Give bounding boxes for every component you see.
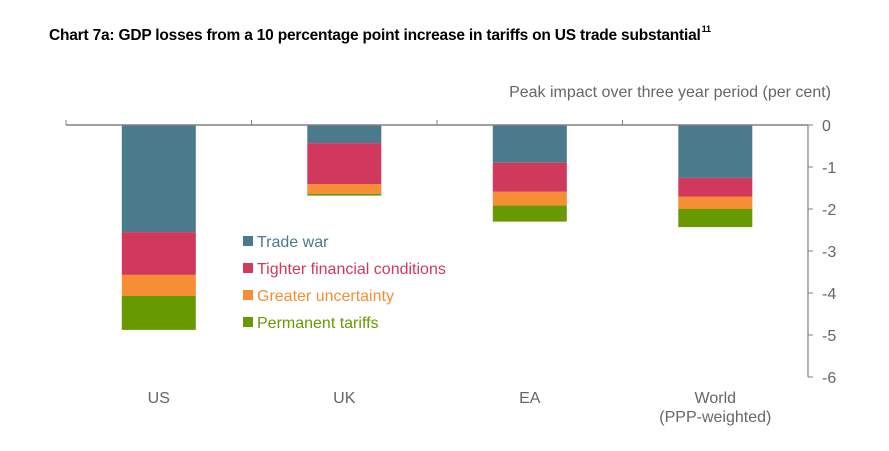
bar-segment: [307, 125, 382, 144]
bar-segment: [307, 184, 382, 194]
bar-segment: [678, 209, 753, 228]
x-tick-label: US: [148, 390, 170, 407]
legend-swatch: [243, 317, 253, 327]
x-tick-label: EA: [519, 390, 541, 407]
bar-segment: [307, 193, 382, 196]
y-tick-label: -2: [822, 202, 836, 219]
axes-layer: US UK EA World (PPP-weighted) 0 -1 -2 -3 -4 -5 -6: [65, 118, 836, 426]
y-tick-label: -5: [822, 328, 836, 345]
x-tick-label: (PPP-weighted): [659, 409, 771, 426]
legend-swatch: [243, 263, 253, 273]
bar-segment: [492, 205, 567, 222]
legend-swatch: [243, 236, 253, 246]
legend-label: Greater uncertainty: [257, 288, 394, 305]
legend-label: Trade war: [257, 234, 329, 251]
bar-segment: [678, 125, 753, 178]
bars-layer: [121, 125, 753, 330]
bar-segment: [492, 125, 567, 163]
title-footnote: 11: [701, 24, 711, 34]
y-tick-label: -4: [822, 286, 836, 303]
chart-title: Chart 7a: GDP losses from a 10 percentag…: [49, 24, 711, 45]
bar-segment: [307, 143, 382, 185]
y-tick-label: -3: [822, 244, 836, 261]
bar-segment: [121, 295, 196, 330]
bar-segment: [492, 162, 567, 192]
bar-segment: [121, 232, 196, 275]
bar-segment: [678, 196, 753, 209]
x-tick-label: UK: [333, 390, 356, 407]
bar-segment: [678, 177, 753, 197]
y-tick-label: -6: [822, 370, 836, 387]
chart-title-text: Chart 7a: GDP losses from a 10 percentag…: [49, 27, 701, 44]
bar-segment: [121, 125, 196, 233]
legend-label: Permanent tariffs: [257, 315, 379, 332]
bar-segment: [121, 274, 196, 296]
legend-swatch: [243, 290, 253, 300]
y-axis-label: Peak impact over three year period (per …: [509, 84, 831, 101]
legend: Trade war Tighter financial conditions Gre…: [243, 234, 446, 332]
bar-segment: [492, 191, 567, 206]
y-tick-label: 0: [822, 118, 831, 135]
x-tick-label: World: [695, 390, 737, 407]
y-tick-label: -1: [822, 160, 836, 177]
legend-label: Tighter financial conditions: [257, 261, 446, 278]
